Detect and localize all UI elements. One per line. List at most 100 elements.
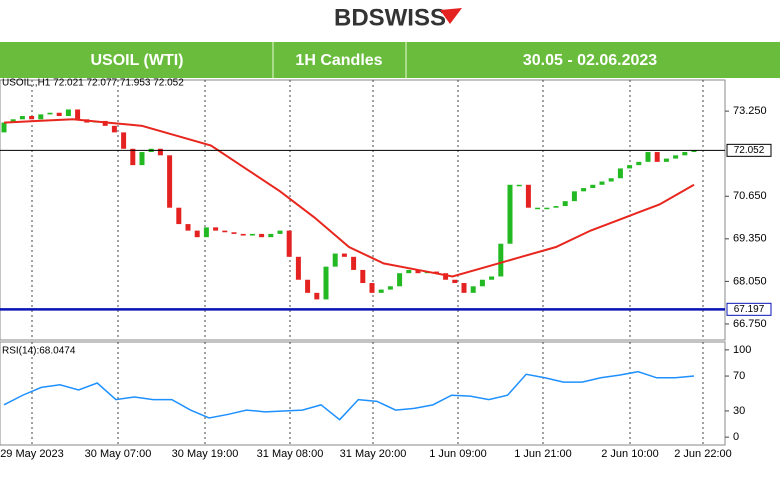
candle	[295, 256, 301, 280]
candle	[75, 109, 81, 120]
candle	[461, 283, 467, 293]
candle	[617, 168, 623, 179]
candle	[387, 286, 393, 290]
candle	[176, 207, 182, 225]
price-label-box	[726, 302, 772, 316]
y-tick-label: 100	[733, 344, 751, 356]
price-label: 72.052	[734, 145, 765, 156]
candle	[65, 109, 71, 117]
candle	[535, 207, 541, 210]
candle	[47, 112, 53, 115]
y-tick-label: 0	[733, 431, 739, 443]
candle	[240, 233, 246, 236]
header-separator	[405, 42, 407, 78]
candle	[443, 273, 449, 280]
candle	[516, 184, 522, 187]
candle	[102, 120, 108, 126]
x-tick-label: 31 May 08:00	[257, 448, 324, 460]
candle	[213, 227, 219, 231]
candle	[203, 227, 209, 238]
candle	[29, 116, 35, 120]
rsi-line	[3, 370, 695, 421]
candle	[360, 269, 366, 284]
brand-logo: BDSWISS	[334, 4, 446, 31]
rsi-panel	[0, 341, 726, 446]
logo-arrow	[440, 8, 462, 24]
x-tick-label: 29 May 2023	[0, 448, 64, 460]
rsi-title: RSI(14):68.0474	[2, 346, 76, 357]
candle	[479, 279, 485, 287]
candle	[691, 150, 697, 153]
candle	[323, 266, 329, 300]
y-tick-label: 69.350	[733, 233, 767, 245]
candle	[1, 122, 7, 133]
candle	[10, 119, 16, 123]
candle	[673, 155, 679, 159]
candle	[268, 233, 274, 238]
candle	[525, 184, 531, 208]
price-panel	[0, 79, 726, 341]
candle	[489, 276, 495, 280]
candle	[185, 224, 191, 231]
x-tick-label: 30 May 07:00	[85, 448, 152, 460]
x-tick-label: 30 May 19:00	[172, 448, 239, 460]
candle	[470, 286, 476, 293]
candle	[139, 152, 145, 166]
candle	[544, 207, 550, 210]
candle	[121, 132, 127, 149]
candle	[341, 253, 347, 257]
candle	[305, 279, 311, 293]
candle	[38, 114, 44, 120]
x-tick-label: 1 Jun 09:00	[429, 448, 487, 460]
candle	[231, 232, 237, 234]
candle	[157, 148, 163, 156]
candle	[397, 273, 403, 287]
candle	[654, 152, 660, 162]
candle	[627, 165, 633, 169]
timeframe: 1H Candles	[295, 52, 382, 69]
candle	[194, 230, 200, 238]
candle	[498, 243, 504, 277]
candle	[167, 155, 173, 208]
candle	[111, 125, 117, 133]
candle	[378, 289, 384, 293]
candle	[369, 283, 375, 293]
y-tick-label: 68.050	[733, 275, 767, 287]
x-tick-label: 2 Jun 10:00	[601, 448, 659, 460]
candle	[581, 188, 587, 192]
candle	[571, 191, 577, 202]
x-tick-label: 2 Jun 22:00	[674, 448, 732, 460]
period: 30.05 - 02.06.2023	[523, 52, 657, 69]
candle	[663, 158, 669, 162]
candle	[415, 269, 421, 274]
candle	[249, 233, 255, 236]
candle	[599, 181, 605, 185]
candle	[433, 271, 439, 274]
price-label: 67.197	[734, 304, 765, 315]
candle	[332, 253, 338, 267]
candle	[130, 148, 136, 166]
header-separator	[272, 42, 274, 78]
candle	[406, 269, 412, 274]
y-tick-label: 70	[733, 370, 745, 382]
price-title: USOIL.,H1 72.021 72.077 71.953 72.052	[2, 78, 184, 89]
y-tick-label: 70.650	[733, 190, 767, 202]
candle	[277, 230, 283, 234]
candle	[259, 233, 265, 238]
candle	[56, 112, 62, 117]
candle	[452, 279, 458, 284]
moving-average	[3, 118, 695, 278]
candle	[314, 292, 320, 300]
candle	[562, 201, 568, 207]
candle	[222, 230, 228, 233]
y-tick-label: 73.250	[733, 105, 767, 117]
candle	[286, 230, 292, 257]
candle	[636, 161, 642, 166]
candle	[645, 152, 651, 162]
x-tick-label: 31 May 20:00	[340, 448, 407, 460]
price-label-box	[726, 143, 772, 157]
candle	[19, 116, 25, 120]
symbol: USOIL (WTI)	[90, 52, 183, 69]
y-tick-label: 30	[733, 405, 745, 417]
header-bar	[0, 42, 780, 78]
